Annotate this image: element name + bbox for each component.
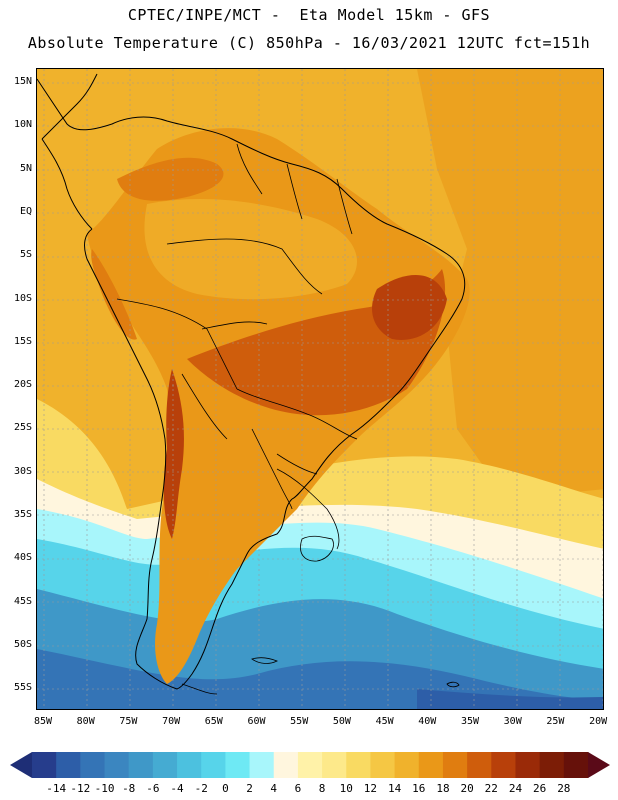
colorbar-tick-label: -4 xyxy=(170,782,184,795)
colorbar-swatch xyxy=(370,752,396,778)
colorbar-tick-label: 24 xyxy=(508,782,523,795)
lon-label: 70W xyxy=(162,716,181,727)
chart-title-line1: CPTEC/INPE/MCT - Eta Model 15km - GFS xyxy=(127,6,491,24)
colorbar-swatch xyxy=(394,752,420,778)
colorbar-swatch xyxy=(152,752,178,778)
colorbar-swatch xyxy=(539,752,565,778)
colorbar-tick-label: -8 xyxy=(122,782,136,795)
colorbar-tick-label: 28 xyxy=(557,782,571,795)
colorbar-swatch xyxy=(467,752,492,778)
lon-label: 80W xyxy=(76,716,95,727)
lat-label: 10N xyxy=(13,119,32,131)
colorbar-tick-label: -14 xyxy=(46,782,67,795)
colorbar-swatch xyxy=(104,752,130,778)
colorbar-swatch xyxy=(273,752,299,778)
hot-zone-andes xyxy=(163,369,184,539)
chart-title-line2: Absolute Temperature (C) 850hPa - 16/03/… xyxy=(27,34,591,52)
lon-label: 35W xyxy=(460,716,480,727)
lon-label: 50W xyxy=(332,716,351,727)
lon-label: 45W xyxy=(375,716,394,727)
colorbar-tick-label: 8 xyxy=(318,782,326,795)
lat-label: 55S xyxy=(13,682,32,694)
colorbar-swatch xyxy=(177,752,202,778)
lon-label: 60W xyxy=(247,716,266,727)
colorbar-swatch xyxy=(225,752,251,778)
lon-label: 55W xyxy=(290,716,309,727)
lat-label: 50S xyxy=(13,638,32,650)
colorbar-swatch xyxy=(491,752,516,778)
colorbar-tick-label: -10 xyxy=(94,782,115,795)
colorbar-tick-label: 16 xyxy=(412,782,426,795)
colorbar-swatch xyxy=(80,752,106,778)
hot-zone-venezuela xyxy=(117,157,224,201)
lat-label: 5S xyxy=(19,249,32,261)
colorbar-tick-label: 18 xyxy=(436,782,450,795)
colorbar-swatch xyxy=(346,752,371,778)
colorbar-min-arrow xyxy=(10,752,32,778)
amazon-region xyxy=(144,199,357,300)
colorbar-swatch xyxy=(56,752,81,778)
temp-band-atlantic-warm xyxy=(417,69,603,499)
colorbar-swatch xyxy=(249,752,275,778)
lon-label: 65W xyxy=(204,716,223,727)
colorbar-swatch xyxy=(128,752,154,778)
colorbar-tick-label: 2 xyxy=(246,782,253,795)
colorbar-swatch xyxy=(442,752,468,778)
colorbar-swatch xyxy=(297,752,323,778)
hot-zone-peru xyxy=(91,249,137,340)
islands xyxy=(181,657,460,695)
lon-label: 40W xyxy=(418,716,437,727)
colorbar-tick-label: 12 xyxy=(363,782,378,795)
colorbar-max-arrow xyxy=(588,752,610,778)
hot-zone-northeast xyxy=(372,275,447,340)
lat-label: 25S xyxy=(13,422,32,434)
lat-label: 45S xyxy=(13,595,32,607)
coastlines xyxy=(37,73,466,690)
lon-label: 30W xyxy=(503,716,522,727)
lon-label: 25W xyxy=(546,716,565,727)
lat-label: 30S xyxy=(13,465,32,477)
colorbar xyxy=(10,752,610,778)
colorbar-swatch xyxy=(515,752,541,778)
colorbar-tick-label: -12 xyxy=(70,782,91,795)
temp-band-minus12 xyxy=(417,689,603,709)
colorbar-swatch xyxy=(201,752,226,778)
country-borders xyxy=(116,143,358,562)
colorbar-tick-label: 22 xyxy=(484,782,498,795)
lat-label: 15S xyxy=(13,335,32,347)
map-gridlines xyxy=(37,69,603,709)
lat-label: 40S xyxy=(13,552,32,564)
colorbar-tick-label: -6 xyxy=(146,782,160,795)
lon-label: 20W xyxy=(589,716,608,727)
lat-label: EQ xyxy=(19,205,32,217)
colorbar-tick-label: -2 xyxy=(194,782,208,795)
colorbar-tick-label: 10 xyxy=(339,782,353,795)
lat-label: 10S xyxy=(13,292,32,304)
colorbar-tick-label: 26 xyxy=(533,782,547,795)
colorbar-swatch xyxy=(322,752,347,778)
lat-label: 20S xyxy=(13,379,32,391)
colorbar-swatch xyxy=(418,752,444,778)
lat-label: 15N xyxy=(13,76,32,87)
colorbar-tick-label: 6 xyxy=(294,782,302,795)
colorbar-swatch xyxy=(563,752,589,778)
colorbar-tick-label: 0 xyxy=(222,782,229,795)
colorbar-tick-label: 4 xyxy=(270,782,278,795)
lon-label: 75W xyxy=(119,716,138,727)
colorbar-tick-label: 20 xyxy=(460,782,474,795)
lat-label: 35S xyxy=(13,509,32,520)
colorbar-swatch xyxy=(32,752,57,778)
colorbar-tick-label: 14 xyxy=(387,782,402,795)
temperature-map xyxy=(36,68,604,710)
lon-label: 85W xyxy=(33,716,53,727)
lat-label: 5N xyxy=(19,162,32,174)
